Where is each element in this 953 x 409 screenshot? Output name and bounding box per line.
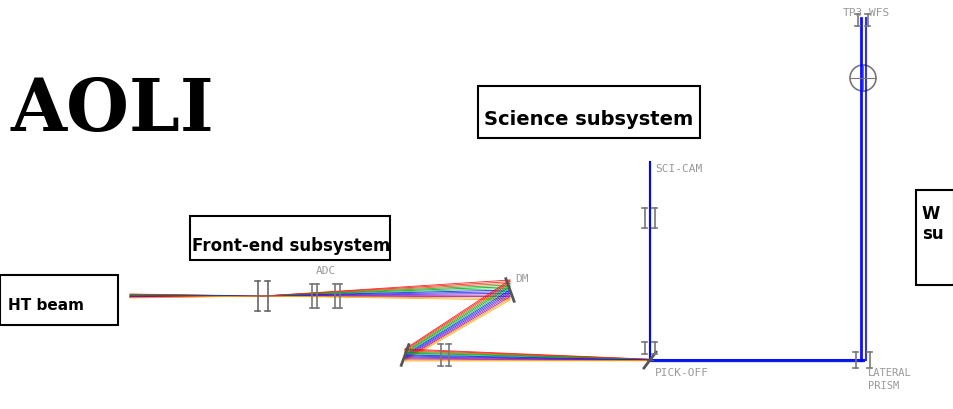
Bar [0, 275, 118, 325]
Text: SCI-CAM: SCI-CAM [655, 164, 701, 174]
Text: HT beam: HT beam [8, 298, 84, 313]
Text: AOLI: AOLI [10, 75, 213, 146]
Text: ADC: ADC [315, 266, 335, 276]
Text: LATERAL: LATERAL [867, 368, 911, 378]
Text: W: W [921, 205, 940, 223]
Text: su: su [921, 225, 943, 243]
Bar [477, 86, 700, 138]
Text: Front-end subsystem: Front-end subsystem [192, 237, 390, 255]
Text: PRISM: PRISM [867, 381, 899, 391]
Text: Science subsystem: Science subsystem [484, 110, 693, 129]
Text: PICK-OFF: PICK-OFF [655, 368, 708, 378]
Text: DM: DM [515, 274, 528, 284]
Text: TP3-WFS: TP3-WFS [842, 8, 889, 18]
Bar [190, 216, 390, 260]
Bar [915, 190, 953, 285]
